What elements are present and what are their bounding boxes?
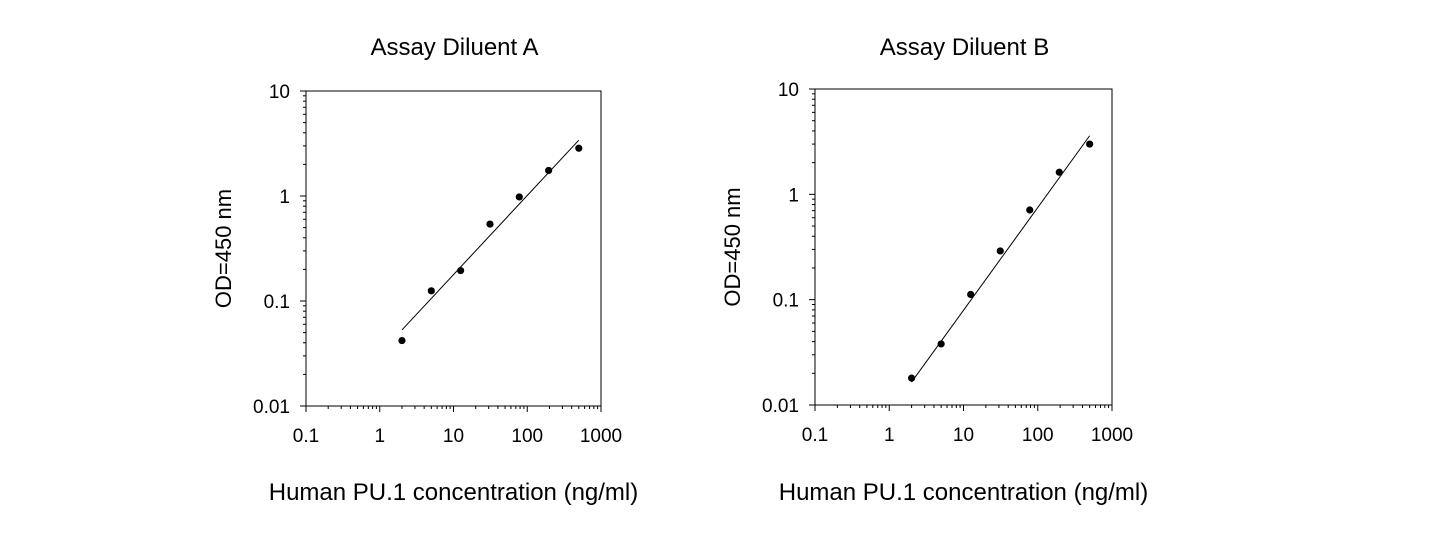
data-point bbox=[545, 166, 553, 175]
y-tick-label: 0.01 bbox=[253, 397, 290, 418]
data-point bbox=[398, 336, 406, 345]
x-tick-label: 1000 bbox=[580, 426, 622, 447]
data-point bbox=[457, 266, 465, 275]
y-tick-label: 0.1 bbox=[264, 292, 290, 313]
chart-panel: Assay Diluent B0.1 1 10 100 10000.010.1110OD… bbox=[720, 34, 1148, 506]
y-axis-label: OD=450 nm bbox=[211, 189, 236, 308]
x-tick-label: 100 bbox=[1022, 425, 1054, 446]
plot-frame bbox=[814, 88, 1113, 406]
chart-title: Assay Diluent A bbox=[370, 34, 538, 61]
y-tick-label: 1 bbox=[279, 187, 290, 208]
data-point bbox=[1086, 140, 1094, 148]
x-tick-label: 10 bbox=[953, 425, 974, 446]
y-tick-label: 0.1 bbox=[773, 291, 799, 312]
data-point bbox=[908, 374, 916, 382]
data-point bbox=[937, 340, 945, 348]
x-tick-label: 0.1 bbox=[802, 425, 828, 446]
chart-title: Assay Diluent B bbox=[880, 34, 1049, 61]
data-point bbox=[996, 247, 1004, 255]
x-tick-label: 10 bbox=[443, 426, 464, 447]
data-point bbox=[1026, 206, 1034, 214]
x-axis-label: Human PU.1 concentration (ng/ml) bbox=[269, 479, 639, 506]
data-point bbox=[427, 287, 435, 295]
chart-panel: Assay Diluent A0.1 1 10 100 10000.010.1110OD… bbox=[211, 34, 638, 506]
data-point bbox=[486, 220, 494, 228]
fit-line bbox=[401, 139, 580, 331]
y-axis-label: OD=450 nm bbox=[720, 187, 745, 306]
data-point bbox=[515, 193, 523, 201]
y-tick-label: 0.01 bbox=[762, 396, 799, 417]
y-tick-label: 1 bbox=[788, 185, 799, 206]
x-tick-label: 1 bbox=[884, 425, 895, 446]
data-point bbox=[1055, 168, 1063, 176]
x-tick-label: 1 bbox=[374, 426, 385, 447]
y-tick-label: 10 bbox=[778, 80, 799, 101]
data-point bbox=[575, 144, 583, 152]
x-tick-label: 0.1 bbox=[293, 426, 319, 447]
x-tick-label: 100 bbox=[511, 426, 543, 447]
data-point bbox=[967, 290, 975, 299]
y-tick-label: 10 bbox=[269, 82, 290, 103]
x-tick-label: 1000 bbox=[1091, 425, 1133, 446]
plot-frame bbox=[305, 90, 602, 407]
x-axis-label: Human PU.1 concentration (ng/ml) bbox=[779, 479, 1149, 506]
